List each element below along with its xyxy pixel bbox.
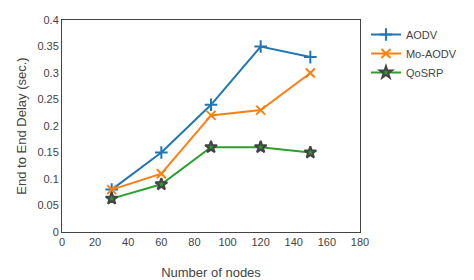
svg-text:80: 80 xyxy=(188,236,200,248)
svg-text:AODV: AODV xyxy=(406,29,438,41)
svg-text:0: 0 xyxy=(53,226,59,238)
svg-text:QoSRP: QoSRP xyxy=(406,67,443,79)
svg-text:0.35: 0.35 xyxy=(37,40,58,52)
svg-text:20: 20 xyxy=(89,236,101,248)
svg-text:40: 40 xyxy=(122,236,134,248)
svg-text:140: 140 xyxy=(285,236,303,248)
svg-text:Mo-AODV: Mo-AODV xyxy=(406,48,457,60)
svg-text:120: 120 xyxy=(251,236,269,248)
svg-text:0.25: 0.25 xyxy=(37,93,58,105)
svg-text:160: 160 xyxy=(318,236,336,248)
svg-text:0.3: 0.3 xyxy=(44,67,59,79)
svg-text:0.1: 0.1 xyxy=(44,173,59,185)
svg-text:0.2: 0.2 xyxy=(44,120,59,132)
svg-text:60: 60 xyxy=(155,236,167,248)
svg-text:0.15: 0.15 xyxy=(37,146,58,158)
svg-text:180: 180 xyxy=(351,236,369,248)
svg-text:0: 0 xyxy=(59,236,65,248)
svg-text:0.05: 0.05 xyxy=(37,199,58,211)
svg-text:100: 100 xyxy=(218,236,236,248)
svg-text:Number of nodes: Number of nodes xyxy=(161,265,261,280)
svg-text:End to End Delay (sec.): End to End Delay (sec.) xyxy=(14,57,29,194)
svg-text:0.4: 0.4 xyxy=(44,14,59,26)
